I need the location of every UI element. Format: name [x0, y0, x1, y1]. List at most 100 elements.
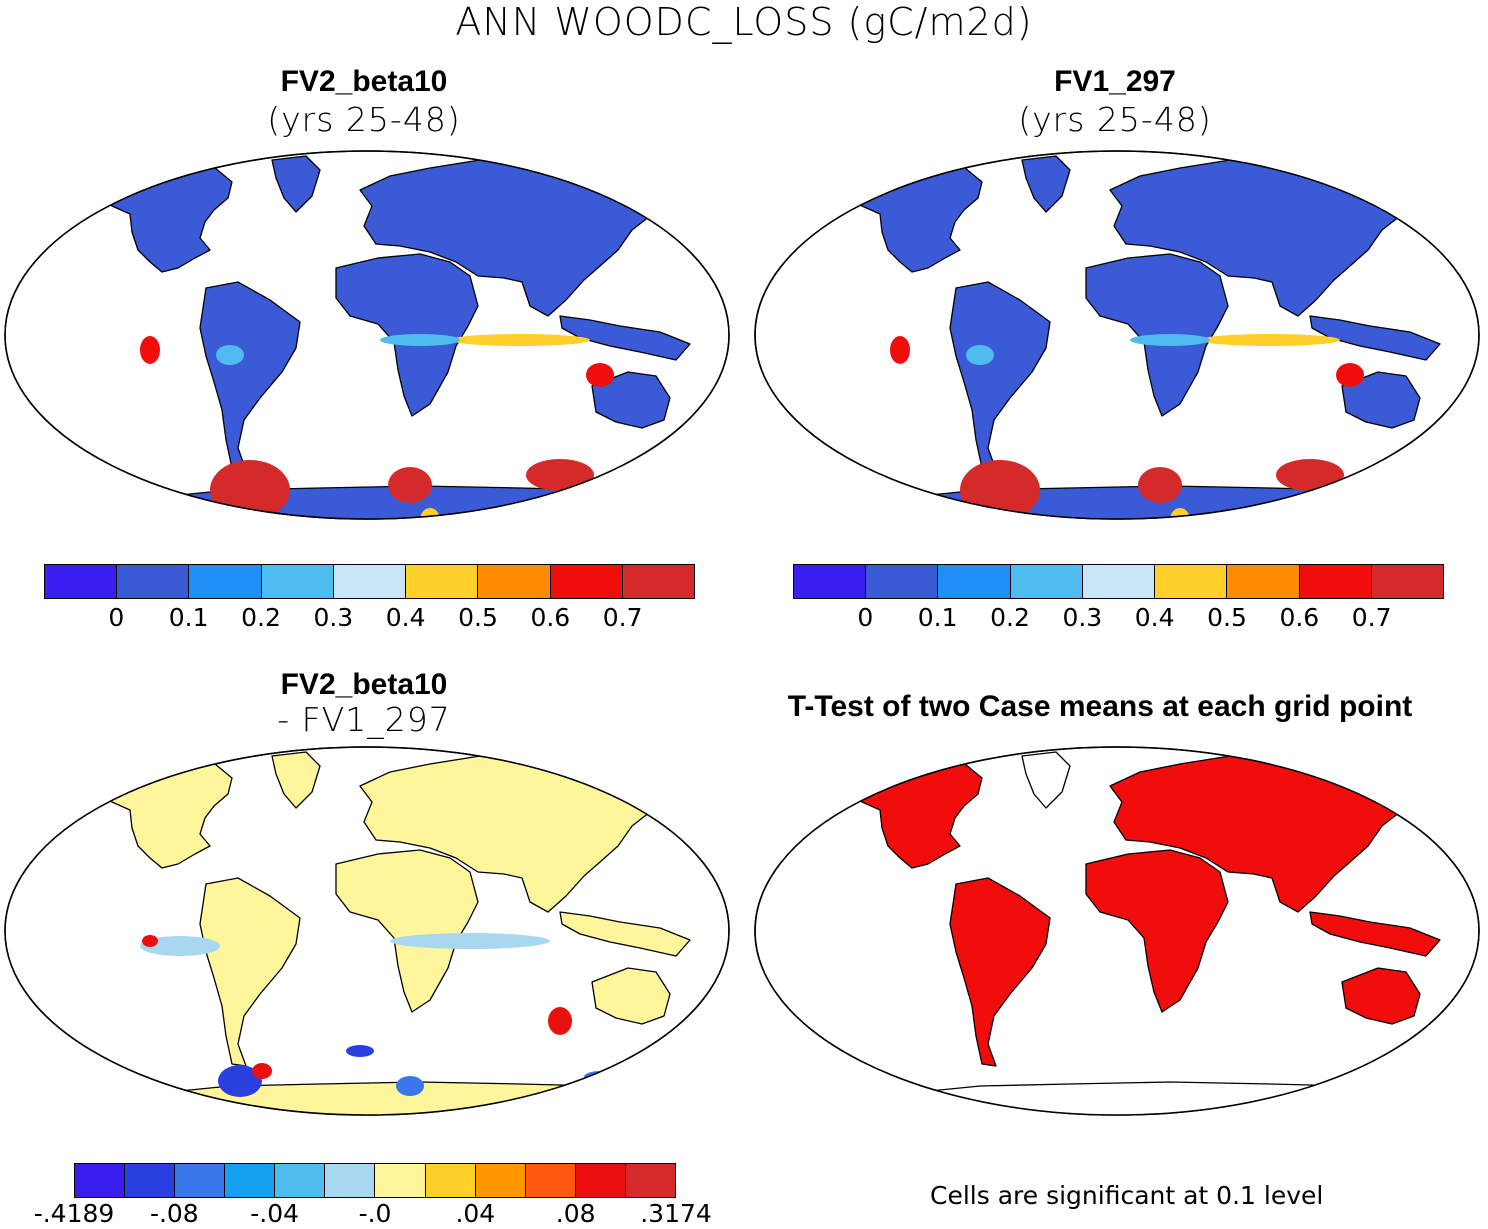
diff-cluster	[140, 936, 220, 956]
data-cluster	[450, 334, 590, 346]
map-panel-top-left	[4, 150, 730, 520]
diff-cluster	[142, 935, 158, 947]
colorbar-swatch	[406, 565, 479, 598]
data-cluster	[526, 459, 594, 491]
landmass-southAmerica	[199, 877, 301, 1067]
colorbar-tick-label: 0.5	[1207, 603, 1247, 632]
data-cluster	[983, 520, 1007, 560]
landmass-australia	[591, 371, 671, 429]
colorbar-tick-label: -.04	[250, 1199, 300, 1228]
data-cluster	[1130, 334, 1210, 346]
diff-cluster	[252, 1063, 272, 1079]
diff-cluster	[420, 1113, 440, 1115]
map-panel-top-right	[754, 150, 1480, 520]
landmass-africa	[1085, 849, 1229, 1013]
colorbar-swatch	[794, 565, 867, 598]
landmass-greenland	[1021, 751, 1071, 809]
colorbar-swatch	[622, 565, 694, 598]
colorbar-swatch	[125, 1164, 176, 1197]
colorbar-swatch	[117, 565, 190, 598]
data-cluster	[960, 460, 1040, 519]
landmass-africa	[335, 849, 479, 1013]
landmass-greenland	[271, 155, 321, 213]
colorbar-swatch	[1155, 565, 1228, 598]
colorbar-tick-label: 0.4	[1134, 603, 1175, 632]
panel-title-top-right: FV1_297	[1054, 65, 1176, 98]
figure-title: ANN WOODC_LOSS (gC/m2d)	[455, 0, 1033, 44]
colorbar-ticks-bottom-left: -.4189 -.08 -.04 -.0 .04 .08 .3174	[34, 1199, 712, 1229]
landmass-greenland	[1021, 155, 1071, 213]
colorbar-swatch	[325, 1164, 376, 1197]
colorbar-swatch	[333, 565, 407, 598]
colorbar-swatch	[1082, 565, 1156, 598]
landmass-southAmerica	[949, 281, 1051, 471]
map-panel-bottom-left	[4, 746, 730, 1116]
data-cluster	[1370, 480, 1410, 500]
panel-subtitle-top-right: (yrs 25-48)	[1018, 100, 1212, 139]
panel-title-top-left: FV2_beta10	[280, 65, 448, 98]
colorbar-tick-label: 0.6	[530, 603, 571, 632]
colorbar-tick-label: 0.7	[602, 603, 643, 632]
panel-title-bottom-left: FV2_beta10	[280, 668, 448, 701]
colorbar-swatch	[478, 565, 551, 598]
colorbar-swatch	[225, 1164, 276, 1197]
diff-cluster	[608, 1133, 632, 1149]
colorbar-ticks-top-left: 0 0.1 0.2 0.3 0.4 0.5 0.6 0.7	[44, 603, 695, 633]
colorbar-swatch	[45, 565, 118, 598]
landmass-seasia	[559, 911, 691, 957]
data-cluster	[1170, 508, 1190, 519]
colorbar-tick-label: 0.4	[385, 603, 426, 632]
data-cluster	[1276, 459, 1344, 491]
landmass-nz	[1433, 427, 1455, 453]
colorbar-tick-label: 0.5	[458, 603, 498, 632]
colorbar-tick-label: 0.2	[241, 603, 281, 632]
diff-cluster	[396, 1076, 424, 1096]
colorbar-tick-label: 0.1	[917, 603, 958, 632]
colorbar-swatch	[938, 565, 1011, 598]
diff-cluster	[462, 1111, 478, 1115]
diff-cluster	[218, 1065, 262, 1097]
colorbar-tick-label: 0.3	[313, 603, 354, 632]
colorbar-tick-label: 0.2	[990, 603, 1030, 632]
data-cluster	[216, 345, 244, 365]
data-cluster	[388, 467, 432, 503]
colorbar-swatch	[189, 565, 262, 598]
colorbar-swatch	[475, 1164, 526, 1197]
landmass-southAmerica	[199, 281, 301, 471]
colorbar-tick-label: 0.7	[1351, 603, 1392, 632]
landmass-australia	[591, 967, 671, 1025]
colorbar-top-right	[793, 564, 1444, 599]
data-cluster	[1200, 334, 1340, 346]
data-cluster	[210, 460, 290, 519]
colorbar-tick-label: -.4189	[33, 1199, 115, 1228]
landmass-nz	[1433, 1023, 1455, 1049]
landmass-seasia	[1309, 911, 1441, 957]
colorbar-tick-label: 0.6	[1279, 603, 1320, 632]
colorbar-swatch	[1010, 565, 1083, 598]
colorbar-swatch	[75, 1164, 126, 1197]
panel-subtitle-bottom-left: - FV1_297	[277, 700, 451, 739]
data-cluster	[1138, 467, 1182, 503]
colorbar-swatch	[1227, 565, 1300, 598]
colorbar-swatch	[175, 1164, 226, 1197]
landmass-seasia	[1309, 315, 1441, 361]
data-cluster	[1336, 363, 1364, 387]
data-cluster	[620, 480, 660, 500]
map-panel-bottom-right	[754, 746, 1480, 1116]
colorbar-top-left	[44, 564, 695, 599]
data-cluster	[233, 520, 257, 560]
landmass-nz	[683, 1023, 705, 1049]
diff-cluster	[390, 933, 550, 949]
landmass-nz	[683, 427, 705, 453]
landmass-greenland	[271, 751, 321, 809]
data-cluster	[420, 508, 440, 519]
colorbar-ticks-top-right: 0 0.1 0.2 0.3 0.4 0.5 0.6 0.7	[793, 603, 1444, 633]
colorbar-swatch	[625, 1164, 675, 1197]
data-cluster	[380, 334, 460, 346]
colorbar-tick-label: 0.3	[1062, 603, 1103, 632]
colorbar-swatch	[275, 1164, 326, 1197]
data-cluster	[140, 336, 160, 364]
diff-cluster	[346, 1045, 374, 1057]
data-cluster	[966, 345, 994, 365]
significance-note: Cells are significant at 0.1 level	[930, 1181, 1324, 1210]
